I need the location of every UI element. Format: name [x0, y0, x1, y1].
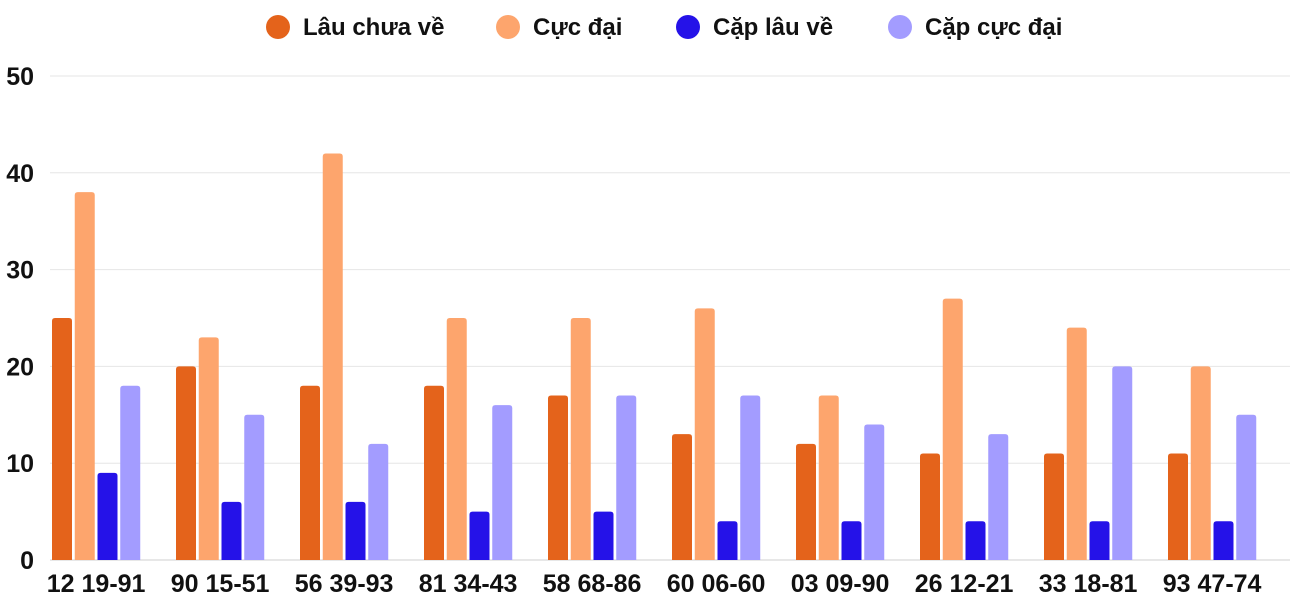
bar-4-10 [1236, 414, 1257, 560]
bar-1-7 [796, 443, 816, 560]
bar-3-8 [965, 521, 986, 560]
x-category-label: 56 39-93 [295, 570, 394, 598]
bar-1-5 [548, 395, 568, 560]
bar-2-1 [74, 192, 95, 560]
x-category-label: 33 18-81 [1039, 570, 1138, 598]
x-axis-labels: 12 19-91 90 15-51 56 39-93 81 34-43 58 68-86… [47, 570, 1262, 598]
bar-2-2 [198, 337, 219, 560]
bars [52, 153, 1257, 560]
bar-4-7 [864, 424, 885, 560]
legend-label: Cặp cực đại [925, 14, 1062, 41]
x-category-label: 58 68-86 [543, 570, 642, 598]
legend-swatch [888, 15, 912, 39]
bar-4-6 [740, 395, 761, 560]
legend-label: Lâu chưa về [303, 14, 444, 41]
legend-swatch [496, 15, 520, 39]
bar-4-4 [492, 405, 513, 560]
x-category-label: 12 19-91 [47, 570, 146, 598]
bar-4-8 [988, 434, 1009, 560]
bar-1-3 [300, 385, 320, 560]
bar-2-3 [322, 153, 343, 560]
y-tick-label: 10 [6, 450, 34, 478]
x-category-label: 03 09-90 [791, 570, 890, 598]
bar-4-1 [120, 385, 141, 560]
x-category-label: 60 06-60 [667, 570, 766, 598]
bar-2-4 [446, 318, 467, 560]
bar-2-7 [818, 395, 839, 560]
x-category-label: 26 12-21 [915, 570, 1014, 598]
bar-1-1 [52, 318, 72, 560]
bar-3-5 [593, 511, 614, 560]
bar-1-9 [1044, 453, 1064, 560]
bar-4-3 [368, 443, 389, 560]
bar-3-7 [841, 521, 862, 560]
bar-3-1 [97, 472, 118, 560]
bar-1-10 [1168, 453, 1188, 560]
bar-1-4 [424, 385, 444, 560]
bar-3-2 [221, 501, 242, 560]
y-tick-label: 0 [20, 547, 34, 575]
bar-3-6 [717, 521, 738, 560]
legend-label: Cặp lâu về [713, 14, 833, 41]
bar-1-8 [920, 453, 940, 560]
bar-3-10 [1213, 521, 1234, 560]
bar-1-2 [176, 366, 196, 560]
x-category-label: 90 15-51 [171, 570, 270, 598]
y-tick-label: 50 [6, 63, 34, 91]
bar-3-4 [469, 511, 490, 560]
bar-1-6 [672, 434, 692, 560]
x-category-label: 93 47-74 [1163, 570, 1262, 598]
gridlines [50, 75, 1290, 561]
y-tick-label: 30 [6, 257, 34, 285]
y-tick-label: 20 [6, 353, 34, 381]
bar-4-2 [244, 414, 265, 560]
bar-3-3 [345, 501, 366, 560]
bar-2-10 [1190, 366, 1211, 560]
legend-label: Cực đại [533, 14, 622, 41]
bar-2-8 [942, 298, 963, 560]
bar-2-9 [1066, 327, 1087, 560]
x-category-label: 81 34-43 [419, 570, 518, 598]
legend: Lâu chưa về Cực đại Cặp lâu về Cặp cực đại [266, 14, 1062, 41]
bar-4-9 [1112, 366, 1133, 560]
bar-2-6 [694, 308, 715, 560]
y-axis-ticks: 0 10 20 30 40 50 [6, 63, 34, 575]
bar-3-9 [1089, 521, 1110, 560]
bar-4-5 [616, 395, 637, 560]
legend-swatch [676, 15, 700, 39]
bar-2-5 [570, 318, 591, 560]
legend-swatch [266, 15, 290, 39]
y-tick-label: 40 [6, 160, 34, 188]
